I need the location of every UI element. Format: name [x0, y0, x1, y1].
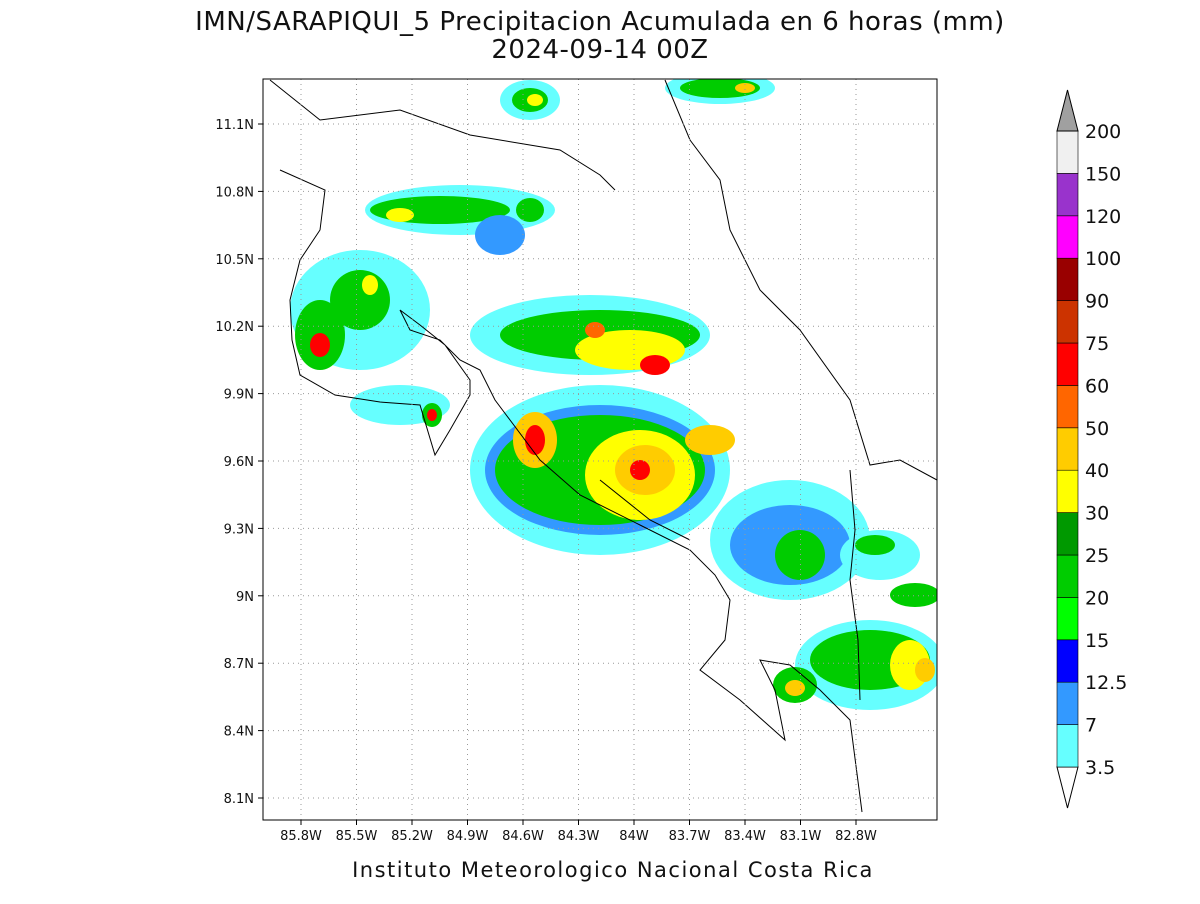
lat-label: 9.9N — [224, 388, 254, 403]
colorbar-box — [1056, 385, 1079, 429]
lat-label: 10.8N — [215, 185, 254, 200]
precip-area — [290, 79, 937, 710]
lat-label: 8.7N — [224, 657, 254, 672]
lat-label: 8.4N — [224, 725, 254, 740]
colorbar-triangle — [1056, 89, 1079, 132]
colorbar-label: 7 — [1085, 715, 1097, 737]
lat-label: 10.5N — [215, 253, 254, 268]
colorbar-label: 50 — [1085, 418, 1109, 440]
colorbar-box — [1056, 173, 1079, 217]
colorbar: 3.5 7 12.5 15 20 25 30 40 50 60 75 90 100 120 150 200 — [1056, 89, 1127, 809]
colorbar-label: 12.5 — [1085, 672, 1127, 694]
colorbar-label: 40 — [1085, 460, 1109, 482]
colorbar-box — [1056, 215, 1079, 259]
lon-label: 84.9W — [447, 829, 489, 844]
lon-label: 85.5W — [336, 829, 378, 844]
lon-label: 83.4W — [724, 829, 766, 844]
colorbar-box — [1056, 512, 1079, 556]
colorbar-label: 25 — [1085, 545, 1109, 567]
colorbar-label: 60 — [1085, 375, 1109, 397]
lat-label: 8.1N — [224, 792, 254, 807]
colorbar-box — [1056, 130, 1079, 174]
colorbar-label: 150 — [1085, 163, 1121, 185]
lon-label: 83.1W — [780, 829, 822, 844]
lon-label: 82.8W — [835, 829, 877, 844]
colorbar-label: 100 — [1085, 248, 1121, 270]
lat-label: 9.6N — [224, 455, 254, 470]
colorbar-box — [1056, 469, 1079, 513]
colorbar-label: 3.5 — [1085, 757, 1115, 779]
colorbar-label: 75 — [1085, 333, 1109, 355]
map-subtitle: 2024-09-14 00Z — [491, 35, 708, 65]
lon-label: 85.2W — [391, 829, 433, 844]
lon-label: 83.7W — [669, 829, 711, 844]
colorbar-triangle — [1056, 766, 1079, 809]
colorbar-box — [1056, 257, 1079, 301]
colorbar-box — [1056, 639, 1079, 683]
lon-label: 85.8W — [280, 829, 322, 844]
colorbar-label: 90 — [1085, 291, 1109, 313]
footer: Instituto Meteorologico Nacional Costa R… — [352, 858, 874, 882]
colorbar-box — [1056, 554, 1079, 598]
map-frame — [262, 78, 938, 821]
colorbar-label: 120 — [1085, 206, 1121, 228]
colorbar-label: 200 — [1085, 121, 1121, 143]
colorbar-label: 20 — [1085, 587, 1109, 609]
lon-label: 84W — [619, 829, 649, 844]
colorbar-label: 15 — [1085, 630, 1109, 652]
lat-label: 9N — [236, 590, 254, 605]
colorbar-box — [1056, 597, 1079, 641]
colorbar-box — [1056, 681, 1079, 725]
lat-label: 9.3N — [224, 522, 254, 537]
map-title: IMN/SARAPIQUI_5 Precipitacion Acumulada … — [195, 7, 1005, 37]
lon-label: 84.6W — [502, 829, 544, 844]
lon-label: 84.3W — [558, 829, 600, 844]
colorbar-box — [1056, 427, 1079, 471]
lat-label: 10.2N — [215, 320, 254, 335]
coastline — [269, 79, 937, 813]
colorbar-box — [1056, 724, 1079, 768]
colorbar-box — [1056, 300, 1079, 344]
map-grid: 85.8W 85.5W 85.2W 84.9W 84.6W 84.3W 84W 83.7W 83… — [215, 79, 937, 844]
lat-label: 11.1N — [215, 118, 254, 133]
precip-field — [290, 79, 937, 710]
colorbar-label: 30 — [1085, 503, 1109, 525]
colorbar-box — [1056, 342, 1079, 386]
